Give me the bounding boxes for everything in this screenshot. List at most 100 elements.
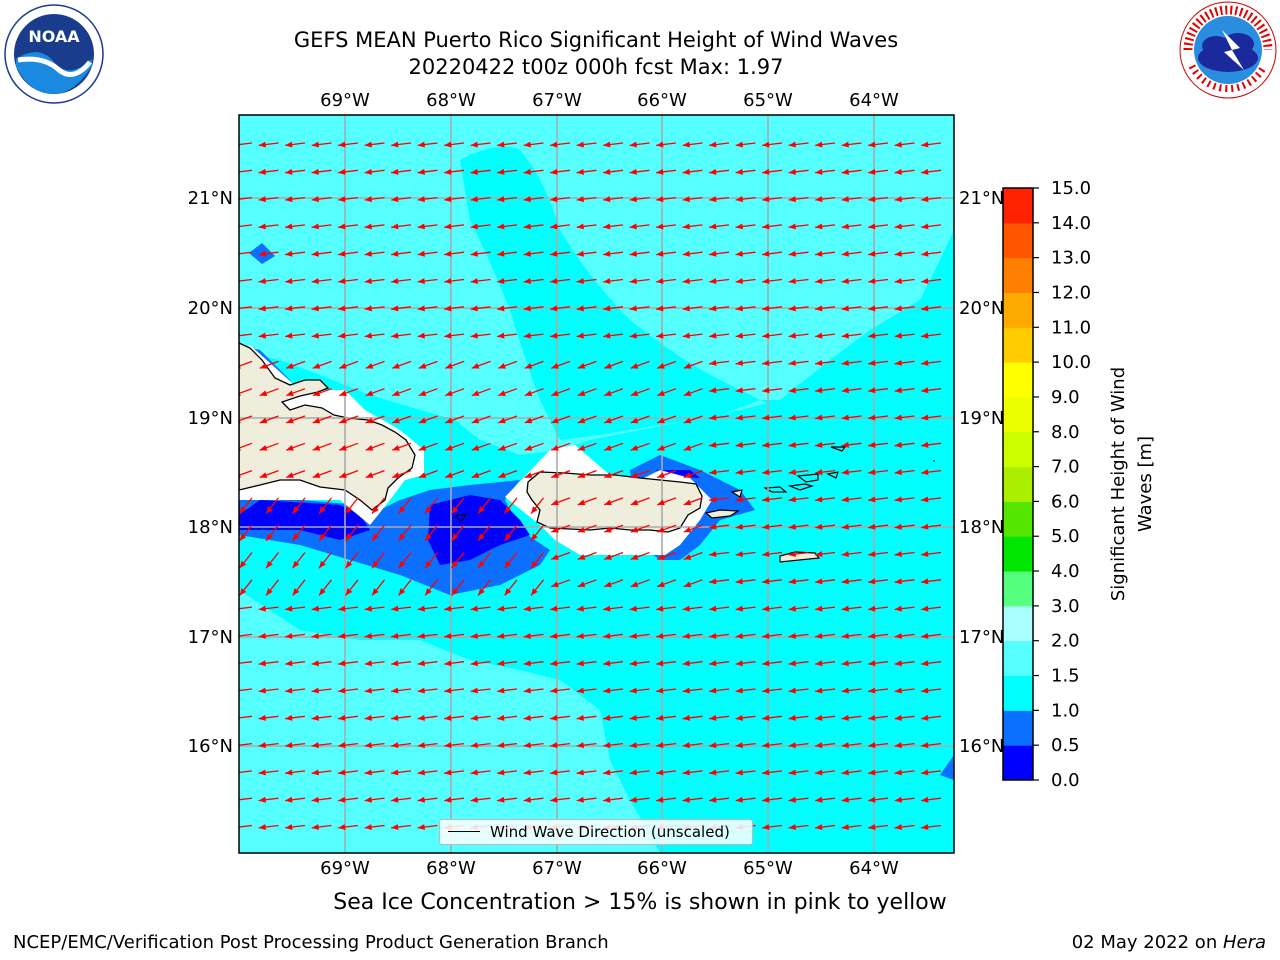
wind-wave-arrowhead bbox=[841, 278, 849, 285]
wind-wave-arrowhead bbox=[364, 196, 372, 203]
wind-wave-arrowhead bbox=[709, 769, 717, 776]
wind-wave-arrowhead bbox=[921, 196, 929, 203]
wind-wave-arrowhead bbox=[365, 390, 374, 396]
wind-wave-arrowhead bbox=[576, 332, 584, 339]
wind-wave-arrowhead bbox=[497, 305, 505, 312]
wind-wave-arrowhead bbox=[894, 196, 902, 203]
wind-wave-arrow bbox=[239, 824, 253, 828]
wind-wave-arrowhead bbox=[576, 714, 584, 721]
wind-wave-arrowhead bbox=[470, 141, 478, 148]
wind-wave-arrowhead bbox=[311, 332, 319, 339]
colorbar-tick-label: 12.0 bbox=[1051, 282, 1091, 303]
lon-tick-top: 68°W bbox=[426, 90, 476, 111]
wind-wave-arrowhead bbox=[629, 687, 637, 694]
wind-wave-arrowhead bbox=[868, 660, 876, 667]
wind-wave-arrowhead bbox=[709, 223, 717, 230]
wind-wave-arrowhead bbox=[338, 278, 346, 285]
wind-wave-arrowhead bbox=[550, 714, 558, 721]
wind-wave-arrowhead bbox=[682, 141, 690, 148]
wind-wave-arrowhead bbox=[258, 250, 266, 257]
colorbar-swatch bbox=[1003, 605, 1033, 642]
colorbar-swatch bbox=[1003, 466, 1033, 502]
chart-title: GEFS MEAN Puerto Rico Significant Height… bbox=[293, 28, 899, 52]
colorbar-tick-label: 8.0 bbox=[1051, 422, 1080, 443]
wind-wave-arrowhead bbox=[894, 278, 902, 285]
wind-wave-arrowhead bbox=[921, 469, 929, 476]
wind-wave-arrowhead bbox=[338, 250, 346, 257]
wind-wave-arrowhead bbox=[604, 581, 612, 588]
colorbar-tick-label: 14.0 bbox=[1051, 213, 1091, 234]
wind-wave-arrowhead bbox=[470, 168, 478, 175]
wind-wave-arrowhead bbox=[841, 469, 849, 476]
wind-wave-arrowhead bbox=[444, 769, 452, 776]
wind-wave-arrowhead bbox=[345, 588, 353, 596]
wind-wave-arrowhead bbox=[391, 196, 399, 203]
wind-wave-arrowhead bbox=[657, 499, 665, 506]
wind-wave-arrowhead bbox=[709, 359, 717, 366]
wind-wave-arrowhead bbox=[815, 223, 823, 230]
wind-wave-arrowhead bbox=[709, 605, 717, 612]
wind-wave-arrowhead bbox=[630, 472, 639, 478]
wind-wave-arrowhead bbox=[364, 632, 372, 639]
wind-wave-arrowhead bbox=[868, 441, 876, 448]
wind-wave-arrowhead bbox=[524, 417, 533, 424]
wind-wave-arrowhead bbox=[258, 796, 266, 803]
wind-wave-arrowhead bbox=[312, 390, 321, 396]
wind-wave-arrowhead bbox=[603, 714, 611, 721]
wind-wave-arrowhead bbox=[311, 824, 319, 831]
wind-wave-arrowhead bbox=[815, 305, 823, 312]
wind-wave-arrowhead bbox=[788, 223, 796, 230]
wind-wave-arrowhead bbox=[576, 168, 584, 175]
lat-tick-left: 16°N bbox=[188, 736, 233, 757]
colorbar-swatch bbox=[1003, 501, 1033, 537]
lon-tick-bottom: 64°W bbox=[849, 858, 899, 879]
wind-wave-arrowhead bbox=[894, 769, 902, 776]
wind-wave-arrowhead bbox=[921, 250, 929, 257]
wind-wave-arrowhead bbox=[629, 141, 637, 148]
wind-wave-arrowhead bbox=[815, 278, 823, 285]
wind-wave-arrowhead bbox=[603, 250, 611, 257]
wind-wave-arrowhead bbox=[550, 250, 558, 257]
wave-field-1-1.5-ne bbox=[760, 380, 954, 520]
wind-wave-arrowhead bbox=[656, 305, 664, 312]
wind-wave-arrowhead bbox=[815, 660, 823, 667]
wind-wave-arrowhead bbox=[524, 472, 533, 478]
wind-wave-arrowhead bbox=[451, 560, 459, 569]
colorbar-swatch bbox=[1003, 396, 1033, 433]
wind-wave-arrowhead bbox=[868, 687, 876, 694]
wind-wave-arrow bbox=[239, 415, 253, 422]
land-puerto-rico bbox=[526, 471, 703, 533]
colorbar-tick-label: 3.0 bbox=[1051, 596, 1080, 617]
wind-wave-arrowhead bbox=[657, 581, 665, 588]
legend: Wind Wave Direction (unscaled) bbox=[439, 819, 753, 845]
wind-wave-arrowhead bbox=[338, 141, 346, 148]
wind-wave-arrowhead bbox=[417, 168, 425, 175]
wind-wave-arrowhead bbox=[258, 660, 266, 667]
wind-wave-arrowhead bbox=[788, 196, 796, 203]
wind-wave-arrowhead bbox=[345, 506, 353, 514]
wind-wave-arrowhead bbox=[921, 168, 929, 175]
wind-wave-arrowhead bbox=[311, 796, 319, 803]
colorbar-tick-label: 5.0 bbox=[1051, 526, 1080, 547]
lat-tick-left: 20°N bbox=[188, 298, 233, 319]
wind-wave-arrowhead bbox=[576, 223, 584, 230]
wind-wave-arrowhead bbox=[868, 714, 876, 721]
wind-wave-arrowhead bbox=[762, 223, 770, 230]
wind-wave-arrowhead bbox=[603, 223, 611, 230]
wind-wave-arrowhead bbox=[392, 444, 400, 451]
wind-wave-arrowhead bbox=[523, 250, 531, 257]
wind-wave-arrowhead bbox=[365, 444, 374, 451]
wind-wave-arrowhead bbox=[523, 196, 531, 203]
wind-wave-arrowhead bbox=[292, 506, 300, 514]
wind-wave-arrowhead bbox=[656, 714, 664, 721]
wind-wave-arrowhead bbox=[285, 168, 293, 175]
wind-wave-arrowhead bbox=[417, 632, 425, 639]
colorbar-tick-label: 0.0 bbox=[1051, 770, 1080, 791]
wind-wave-arrowhead bbox=[841, 332, 849, 339]
wind-wave-arrowhead bbox=[258, 305, 266, 312]
wind-wave-arrowhead bbox=[258, 223, 266, 230]
wind-wave-arrowhead bbox=[603, 305, 611, 312]
wind-wave-arrowhead bbox=[682, 278, 690, 285]
wind-wave-arrowhead bbox=[398, 560, 406, 569]
